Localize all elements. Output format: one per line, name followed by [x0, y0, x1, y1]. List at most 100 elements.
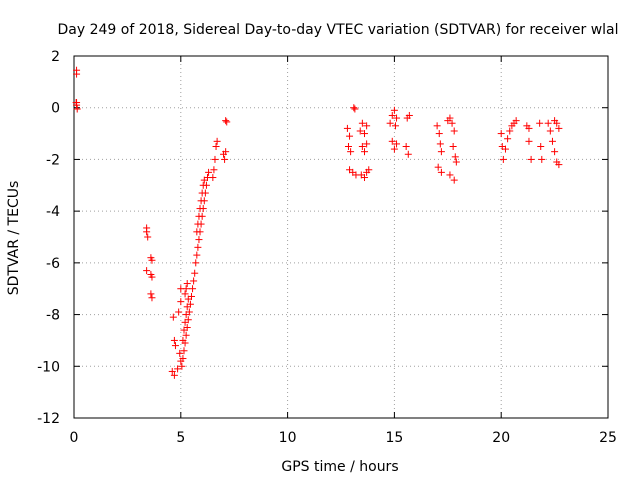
axis-ticks: [73, 55, 609, 419]
data-point: [182, 331, 190, 339]
data-point: [178, 362, 186, 370]
data-point: [179, 336, 187, 344]
data-point: [184, 295, 192, 303]
data-point: [170, 371, 178, 379]
data-point: [512, 117, 520, 125]
data-point: [358, 119, 366, 127]
data-point: [393, 114, 401, 122]
data-point: [537, 143, 545, 150]
data-point: [365, 166, 373, 174]
data-point: [405, 111, 413, 119]
data-point: [437, 168, 445, 176]
data-point: [210, 166, 218, 174]
data-point: [363, 140, 371, 148]
data-point: [538, 155, 546, 163]
data-point: [386, 119, 394, 127]
data-point: [388, 137, 396, 145]
chart-title: Day 249 of 2018, Sidereal Day-to-day VTE…: [57, 22, 618, 38]
data-point: [393, 140, 401, 148]
data-point: [194, 243, 202, 251]
data-point: [193, 251, 201, 259]
data-point: [189, 285, 197, 293]
data-point: [497, 130, 505, 138]
data-point: [192, 259, 200, 267]
data-point: [450, 127, 458, 135]
data-point: [182, 311, 190, 319]
data-point: [212, 143, 220, 150]
data-point: [501, 145, 509, 153]
data-point: [436, 140, 444, 148]
data-point: [446, 114, 454, 122]
data-point: [144, 233, 152, 241]
data-point: [360, 148, 368, 156]
y-tick-label: -8: [46, 308, 60, 324]
data-point: [72, 99, 80, 107]
y-axis-label: SDTVAR / TECUs: [6, 181, 22, 296]
data-point: [170, 336, 178, 344]
data-point: [194, 220, 202, 228]
y-tick-label: -6: [46, 256, 60, 272]
x-tick-label: 25: [599, 430, 617, 446]
data-point: [360, 174, 368, 182]
data-points: [72, 66, 563, 379]
x-tick-label: 0: [70, 430, 79, 446]
data-point: [211, 155, 219, 163]
data-point: [177, 298, 185, 306]
data-point: [148, 273, 156, 281]
data-point: [168, 367, 176, 375]
data-point: [148, 256, 156, 264]
data-point: [437, 148, 445, 156]
data-point: [73, 105, 81, 113]
data-point: [553, 119, 561, 127]
data-point: [555, 124, 563, 132]
data-point: [148, 294, 156, 302]
data-point: [143, 228, 151, 236]
data-point: [448, 119, 456, 127]
data-point: [449, 143, 457, 150]
data-point: [73, 70, 81, 78]
data-point: [179, 355, 187, 363]
data-point: [199, 181, 207, 189]
data-point: [536, 119, 544, 127]
data-point: [433, 122, 441, 130]
data-point: [223, 118, 231, 126]
data-point: [363, 122, 371, 130]
data-point: [213, 137, 221, 145]
data-point: [175, 308, 183, 316]
x-tick-label: 20: [492, 430, 510, 446]
data-point: [343, 124, 351, 132]
data-point: [195, 212, 203, 220]
data-point: [182, 285, 190, 293]
data-point: [525, 124, 533, 132]
data-point: [555, 161, 563, 169]
y-tick-label: -4: [46, 204, 60, 220]
x-tick-label: 10: [279, 430, 297, 446]
data-point: [551, 148, 559, 156]
data-point: [499, 155, 507, 163]
data-point: [452, 158, 460, 166]
data-point: [143, 267, 151, 275]
data-point: [347, 148, 355, 156]
data-point: [390, 145, 398, 153]
y-tick-label: 0: [51, 101, 60, 117]
data-point: [351, 105, 359, 113]
data-point: [548, 137, 556, 145]
data-point: [181, 318, 189, 326]
data-point: [183, 280, 191, 288]
data-point: [181, 290, 189, 298]
data-point: [358, 143, 366, 150]
y-tick-label: 2: [51, 49, 60, 65]
data-point: [193, 228, 201, 236]
data-point: [544, 119, 552, 127]
y-tick-label: -2: [46, 152, 60, 168]
data-point: [451, 153, 459, 161]
data-point: [446, 171, 454, 179]
data-point: [205, 168, 213, 176]
data-point: [176, 349, 184, 357]
x-tick-label: 5: [176, 430, 185, 446]
data-point: [197, 197, 205, 205]
data-point: [388, 111, 396, 119]
data-point: [222, 148, 230, 156]
